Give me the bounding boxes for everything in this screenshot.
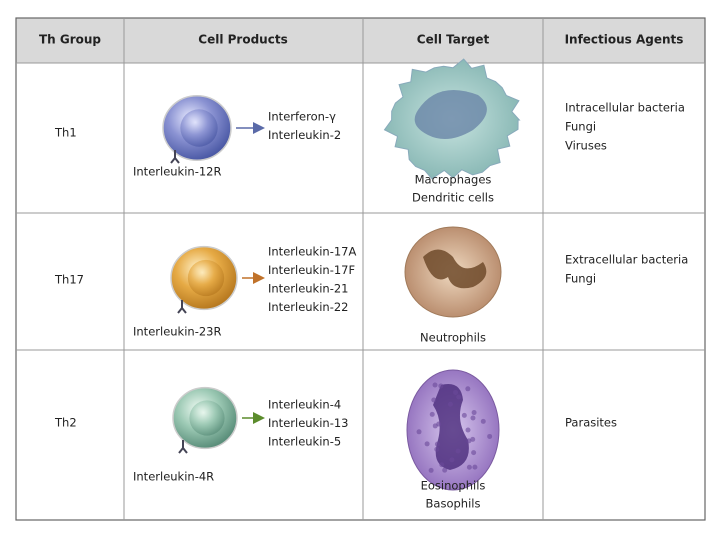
grid: [16, 18, 705, 520]
granule: [434, 446, 440, 452]
granule: [455, 448, 461, 454]
target-nucleus: [414, 90, 487, 139]
granule: [472, 464, 478, 470]
granule: [465, 427, 471, 433]
granule: [447, 401, 453, 407]
t-cell-nucleus: [180, 109, 218, 147]
target-label: Basophils: [426, 497, 481, 511]
granule: [480, 418, 486, 424]
target-label: Macrophages: [415, 173, 492, 187]
granule: [487, 433, 493, 439]
granule: [471, 410, 477, 416]
content: Th Group Cell Products Cell Target Infectio…: [39, 33, 688, 511]
cell-product: Interleukin-17A: [268, 245, 356, 259]
receptor: [178, 440, 188, 454]
receptor: [170, 150, 180, 164]
cell-product: Interleukin-13: [268, 416, 348, 430]
granule: [456, 394, 462, 400]
granule: [432, 382, 438, 388]
cell-product: Interleukin-5: [268, 435, 341, 449]
granule: [428, 467, 434, 473]
cell-product: Interleukin-2: [268, 128, 341, 142]
receptor-label: Interleukin-12R: [133, 165, 221, 179]
th-group: Th2: [54, 416, 77, 430]
cell-product: Interleukin-21: [268, 282, 348, 296]
cell-product: Interleukin-22: [268, 300, 348, 314]
column-header: Cell Products: [198, 33, 287, 47]
infectious-agent: Viruses: [565, 139, 607, 153]
granule: [449, 457, 455, 463]
granule: [471, 450, 477, 456]
receptor-label: Interleukin-23R: [133, 325, 221, 339]
t-cell-nucleus: [187, 259, 225, 297]
granule: [439, 462, 445, 468]
infectious-agent: Fungi: [565, 120, 596, 134]
column-header: Th Group: [39, 33, 101, 47]
granule: [416, 429, 422, 435]
target-label: Dendritic cells: [412, 191, 494, 205]
granule: [436, 421, 442, 427]
infectious-agent: Parasites: [565, 416, 617, 430]
infectious-agent: Intracellular bacteria: [565, 101, 685, 115]
infectious-agent: Fungi: [565, 272, 596, 286]
granule: [434, 441, 440, 447]
granule: [442, 467, 448, 473]
granule: [424, 441, 430, 447]
granule: [470, 436, 476, 442]
granule: [431, 397, 437, 403]
granule: [429, 411, 435, 417]
cell-product: Interferon-γ: [268, 110, 336, 124]
column-header: Cell Target: [417, 33, 490, 47]
granule: [466, 464, 472, 470]
granule: [453, 389, 459, 395]
granule: [438, 383, 444, 389]
granule: [465, 386, 471, 392]
cell-product: Interleukin-17F: [268, 263, 355, 277]
target-nucleus: [433, 384, 469, 470]
granule: [466, 438, 472, 444]
th-group: Th17: [54, 273, 84, 287]
cell-product: Interleukin-4: [268, 398, 341, 412]
th-group: Th1: [54, 126, 77, 140]
granule: [461, 412, 467, 418]
receptor: [177, 300, 187, 314]
target-label: Neutrophils: [420, 331, 486, 345]
target-nucleus: [423, 249, 487, 289]
t-cell-nucleus: [189, 400, 225, 436]
infectious-agent: Extracellular bacteria: [565, 253, 688, 267]
target-label: Eosinophils: [421, 479, 486, 493]
table-border: [15, 17, 706, 521]
column-header: Infectious Agents: [565, 33, 684, 47]
header-background: [16, 18, 705, 63]
receptor-label: Interleukin-4R: [133, 470, 214, 484]
granule: [470, 415, 476, 421]
